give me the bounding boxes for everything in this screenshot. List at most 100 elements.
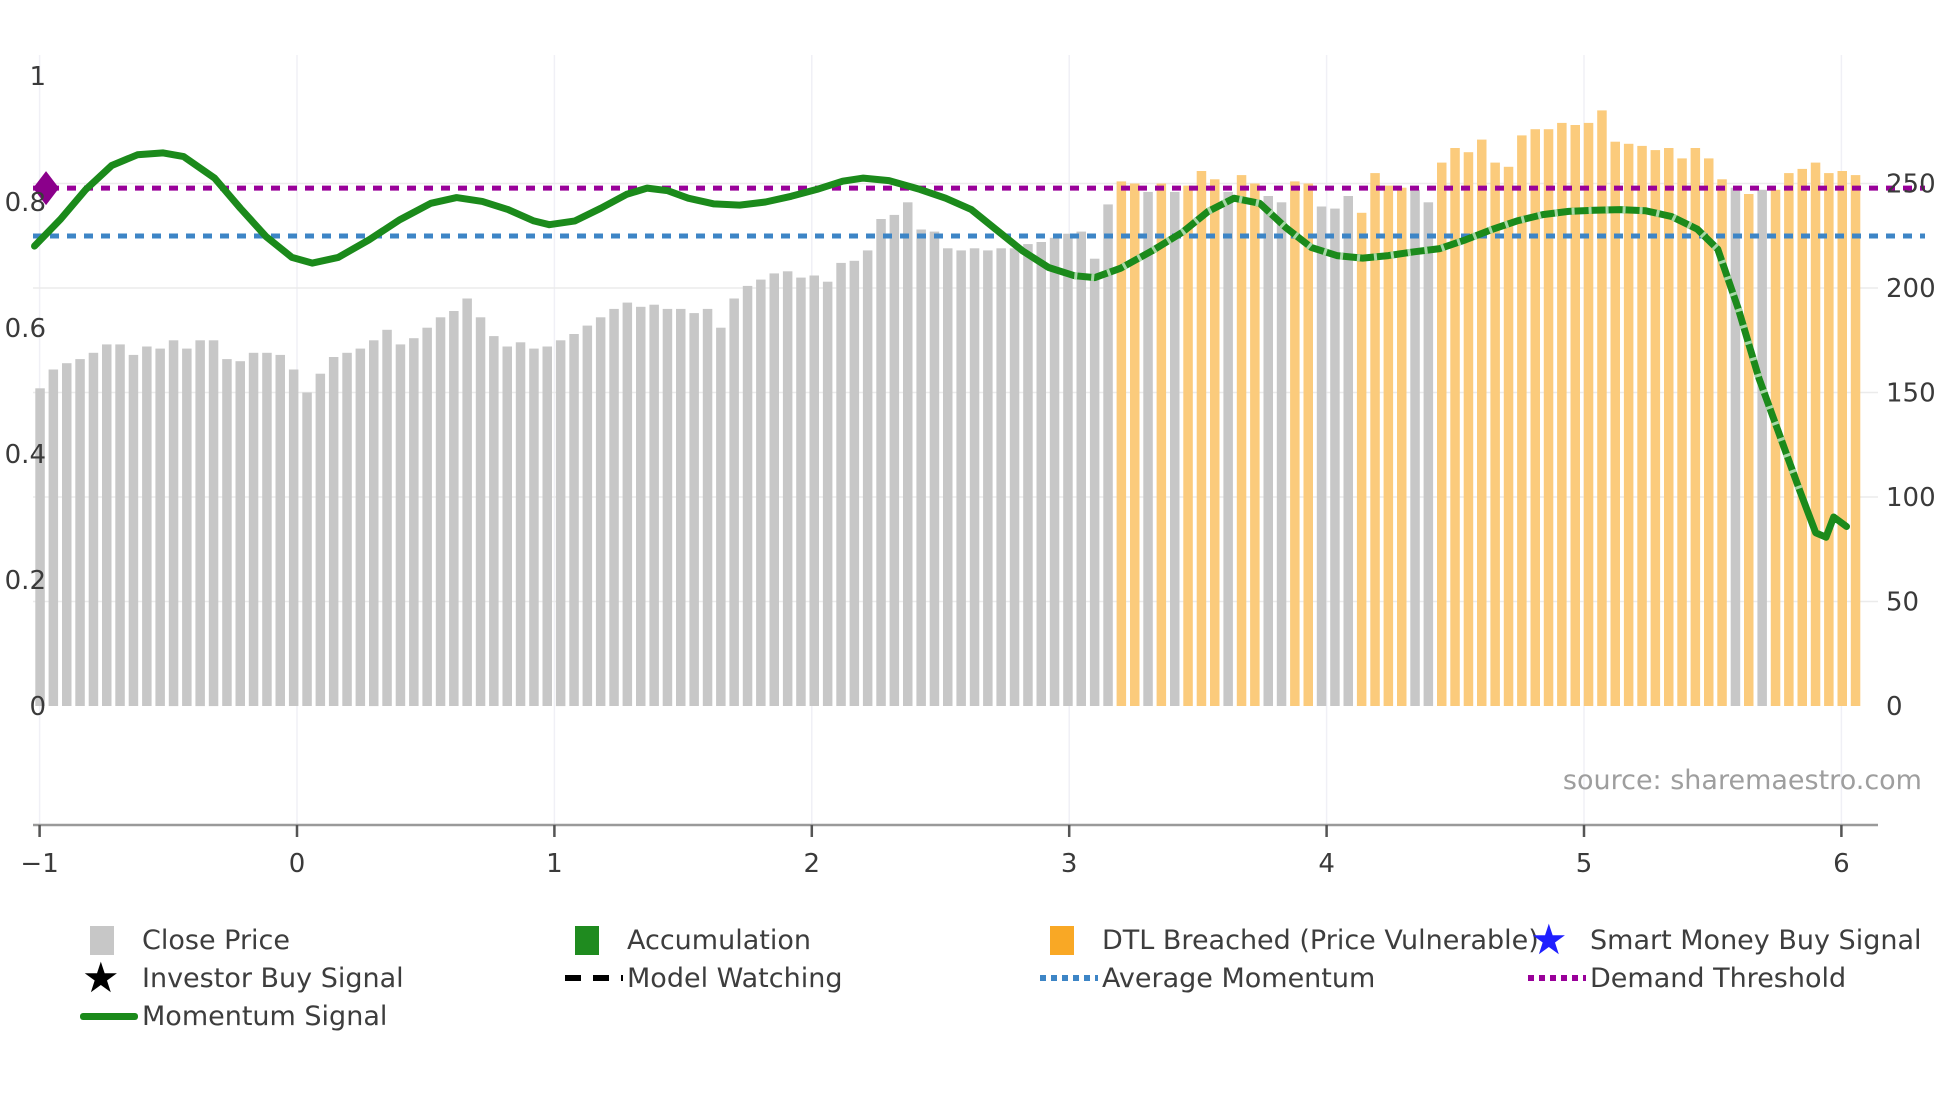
left-y-tick-label: 0.4 xyxy=(5,440,46,470)
price-bar-close xyxy=(903,202,913,707)
price-bar-dtl-breached xyxy=(1383,185,1394,707)
price-bar-dtl-breached xyxy=(1303,183,1313,706)
star-swatch: ★ xyxy=(82,953,120,1002)
left-y-tick-label: 0.6 xyxy=(5,314,46,344)
price-bar-close xyxy=(222,359,232,706)
price-bar-close xyxy=(155,348,165,706)
price-bar-close xyxy=(1036,242,1046,706)
price-bar-close xyxy=(35,388,45,706)
price-bar-close xyxy=(1757,189,1767,707)
price-bar-dtl-breached xyxy=(1717,179,1727,707)
legend-item-accumulation: Accumulation xyxy=(565,922,811,958)
price-bar-dtl-breached xyxy=(1236,175,1247,707)
price-bar-close xyxy=(796,277,806,706)
price-bar-dtl-breached xyxy=(1610,141,1620,706)
price-bar-close xyxy=(195,340,205,707)
star-icon: ★ xyxy=(1528,915,1590,964)
price-bar-close xyxy=(836,262,846,706)
price-bar-close xyxy=(1023,244,1033,706)
price-bar-close xyxy=(88,352,99,706)
legend-label: DTL Breached (Price Vulnerable) xyxy=(1102,924,1539,956)
legend-item-smart-money-buy-signal: ★ Smart Money Buy Signal xyxy=(1528,915,1922,964)
price-bar-dtl-breached xyxy=(1437,162,1447,707)
price-bar-close xyxy=(729,298,739,706)
price-bar-close xyxy=(102,344,112,706)
price-bar-close xyxy=(1049,237,1060,707)
solid-line-icon xyxy=(80,1012,142,1020)
legend-item-momentum-signal: Momentum Signal xyxy=(80,998,387,1034)
price-bar-dtl-breached xyxy=(1797,168,1807,706)
price-bar-close xyxy=(115,344,125,706)
legend-label: Momentum Signal xyxy=(142,1000,388,1032)
price-bar-dtl-breached xyxy=(1810,162,1821,707)
star-swatch: ★ xyxy=(1530,915,1568,964)
legend-item-demand-threshold: Demand Threshold xyxy=(1528,960,1846,996)
price-bar-close xyxy=(889,214,900,706)
price-bar-close xyxy=(1330,208,1340,706)
price-bar-dtl-breached xyxy=(1664,148,1674,706)
price-bar-close xyxy=(1143,191,1153,706)
x-tick-label: 2 xyxy=(804,849,821,879)
legend-item-close-price: Close Price xyxy=(80,922,290,958)
price-bar-close xyxy=(75,359,85,706)
price-bar-close xyxy=(555,340,566,707)
price-bar-close xyxy=(1730,187,1741,706)
price-bar-dtl-breached xyxy=(1744,194,1754,706)
price-bar-dtl-breached xyxy=(1650,150,1661,707)
dotted-line-swatch xyxy=(1040,975,1098,981)
price-bar-close xyxy=(1316,206,1327,706)
price-bar-dtl-breached xyxy=(1784,173,1794,707)
x-tick-label: 0 xyxy=(289,849,306,879)
price-bar-close xyxy=(943,248,953,707)
price-bar-close xyxy=(1343,196,1353,706)
price-bar-dtl-breached xyxy=(1503,166,1514,707)
left-y-tick-label: 1 xyxy=(29,62,46,92)
price-bar-dtl-breached xyxy=(1837,171,1847,706)
legend-item-model-watching: Model Watching xyxy=(565,960,842,996)
price-bar-close xyxy=(876,219,886,706)
price-bar-close xyxy=(62,363,72,706)
price-bar-close xyxy=(1276,202,1287,707)
price-bar-close xyxy=(702,308,713,706)
price-bar-close xyxy=(622,302,633,706)
price-bar-dtl-breached xyxy=(1517,135,1527,706)
price-bar-close xyxy=(142,346,152,706)
price-bar-dtl-breached xyxy=(1250,183,1260,706)
legend-item-dtl-breached-price-vulnerable: DTL Breached (Price Vulnerable) xyxy=(1040,922,1539,958)
price-bar-close xyxy=(328,357,339,706)
price-bar-close xyxy=(489,336,499,706)
price-bar-dtl-breached xyxy=(1290,181,1300,706)
price-bar-close xyxy=(1410,189,1420,707)
legend-label: Accumulation xyxy=(627,924,811,956)
square-swatch xyxy=(575,925,599,955)
legend-label: Model Watching xyxy=(627,962,843,994)
price-bar-close xyxy=(542,346,552,706)
price-bar-dtl-breached xyxy=(1196,171,1207,706)
price-bar-close xyxy=(168,340,179,707)
solid-line-swatch xyxy=(80,1012,138,1020)
price-bar-close xyxy=(409,338,419,706)
price-bar-close xyxy=(809,275,819,706)
price-bar-close xyxy=(595,317,606,706)
price-bar-close xyxy=(248,352,259,706)
price-bar-dtl-breached xyxy=(1156,183,1167,706)
square-icon xyxy=(565,925,627,955)
legend-item-average-momentum: Average Momentum xyxy=(1040,960,1375,996)
price-bar-close xyxy=(449,311,459,706)
price-bar-close xyxy=(48,369,59,706)
price-bar-close xyxy=(128,354,139,706)
price-bar-close xyxy=(475,317,486,706)
price-bar-close xyxy=(288,369,299,706)
x-tick-label: 3 xyxy=(1061,849,1078,879)
star-icon: ★ xyxy=(80,953,142,1002)
price-bar-dtl-breached xyxy=(1130,183,1140,706)
price-bar-close xyxy=(315,373,326,706)
price-bar-close xyxy=(435,317,446,706)
x-tick-label: 4 xyxy=(1318,849,1335,879)
right-y-tick-label: 50 xyxy=(1886,588,1919,618)
price-bar-close xyxy=(502,346,512,706)
x-tick-label: −1 xyxy=(20,849,58,879)
legend-label: Close Price xyxy=(142,924,290,956)
x-tick-label: 1 xyxy=(546,849,563,879)
price-bar-dtl-breached xyxy=(1477,139,1487,707)
